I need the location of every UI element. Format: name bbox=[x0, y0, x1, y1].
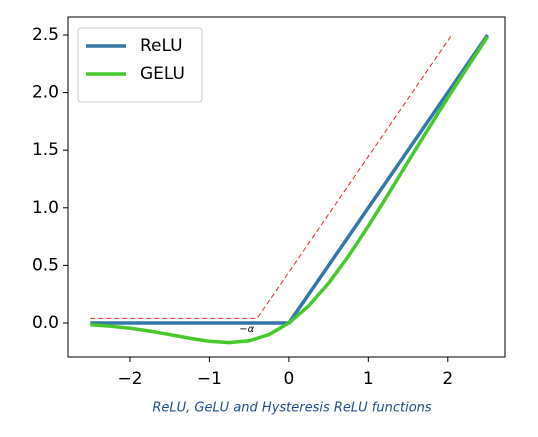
x-tick-label: 0 bbox=[283, 369, 294, 389]
caption: ReLU, GeLU and Hysteresis ReLU functions bbox=[152, 401, 432, 416]
x-tick-label: −1 bbox=[197, 369, 222, 389]
y-tick-label: 2.0 bbox=[32, 83, 59, 103]
y-tick-label: 0.5 bbox=[32, 255, 59, 275]
x-tick-label: 1 bbox=[363, 369, 374, 389]
x-tick-label: 2 bbox=[442, 369, 453, 389]
y-tick-label: 1.5 bbox=[32, 140, 59, 160]
y-tick-label: 2.5 bbox=[32, 25, 59, 45]
annotation: −α bbox=[239, 324, 254, 335]
legend-label: ReLU bbox=[140, 36, 183, 56]
y-tick-label: 0.0 bbox=[32, 313, 59, 333]
series-line bbox=[90, 35, 489, 345]
x-tick-label: −2 bbox=[117, 369, 142, 389]
series-line bbox=[90, 34, 453, 319]
y-tick-label: 1.0 bbox=[32, 198, 59, 218]
axes-frame bbox=[67, 16, 506, 358]
legend-label: GELU bbox=[140, 64, 185, 84]
